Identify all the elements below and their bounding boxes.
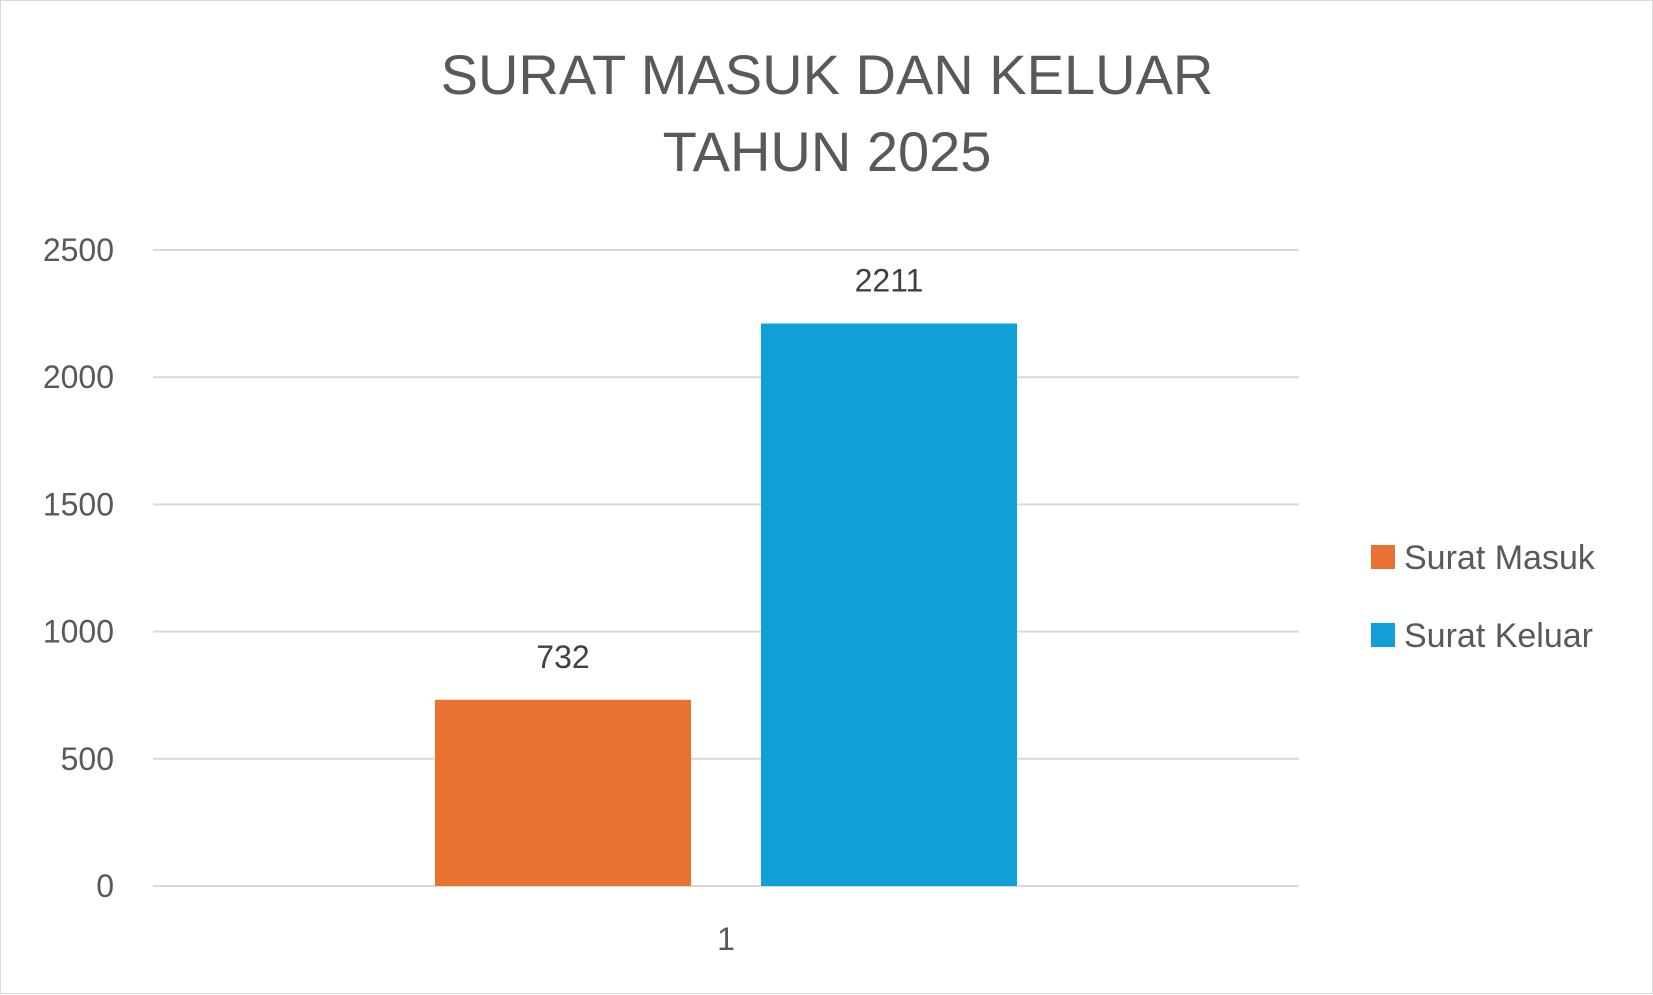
chart-title-line-2: TAHUN 2025 bbox=[663, 120, 992, 183]
bars bbox=[435, 323, 1017, 886]
data-labels: 732 2211 bbox=[536, 263, 923, 675]
chart-title-line-1: SURAT MASUK DAN KELUAR bbox=[441, 43, 1214, 106]
legend-label-surat-keluar: Surat Keluar bbox=[1404, 617, 1593, 655]
y-tick-label-500: 500 bbox=[61, 741, 114, 777]
y-tick-label-2500: 2500 bbox=[43, 232, 114, 268]
y-tick-label-1500: 1500 bbox=[43, 486, 114, 522]
y-axis-tick-labels: 0 500 1000 1500 2000 2500 bbox=[43, 232, 114, 904]
legend-swatch-surat-masuk bbox=[1371, 545, 1395, 569]
y-tick-label-1000: 1000 bbox=[43, 614, 114, 650]
y-tick-label-2000: 2000 bbox=[43, 359, 114, 395]
legend-label-surat-masuk: Surat Masuk bbox=[1404, 539, 1596, 577]
legend-swatch-surat-keluar bbox=[1371, 623, 1395, 647]
bar-surat-keluar bbox=[761, 323, 1017, 886]
gridlines bbox=[153, 249, 1299, 887]
legend: Surat Masuk Surat Keluar bbox=[1371, 539, 1596, 655]
data-label-surat-keluar: 2211 bbox=[855, 263, 924, 299]
x-axis-tick-labels: 1 bbox=[717, 921, 735, 957]
data-label-surat-masuk: 732 bbox=[536, 639, 589, 675]
y-tick-label-0: 0 bbox=[96, 868, 114, 904]
x-tick-label-1: 1 bbox=[717, 921, 735, 957]
bar-surat-masuk bbox=[435, 699, 691, 886]
